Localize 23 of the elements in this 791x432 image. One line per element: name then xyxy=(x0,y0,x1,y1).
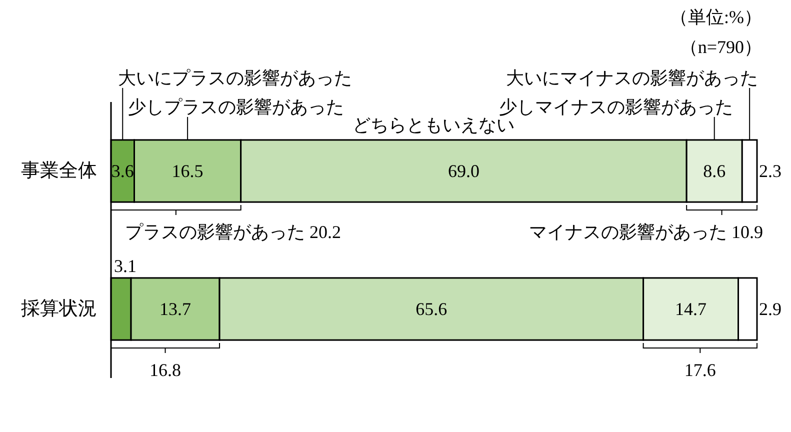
annotation: 17.6 xyxy=(684,360,716,380)
data-label: 2.3 xyxy=(759,161,782,181)
data-label: 65.6 xyxy=(416,299,448,319)
series-label: 少しマイナスの影響があった xyxy=(499,96,733,117)
data-label: 14.7 xyxy=(675,299,707,319)
data-label: 2.9 xyxy=(759,299,782,319)
text: 大いにプラスの影響があった xyxy=(118,68,352,88)
annotation: マイナスの影響があった 10.9 xyxy=(529,222,763,242)
text: 大いにマイナスの影響があった xyxy=(506,68,758,88)
data-label: 3.6 xyxy=(111,161,134,181)
y-tick-label: 採算状況 xyxy=(21,298,97,320)
annotation: プラスの影響があった 20.2 xyxy=(125,222,341,242)
data-label: 8.6 xyxy=(703,161,726,181)
series-label: どちらともいえない xyxy=(352,114,515,135)
series-label: 少しプラスの影響があった xyxy=(128,96,344,117)
annotation: 16.8 xyxy=(150,360,182,380)
data-label: 16.5 xyxy=(172,161,204,181)
text: （単位:%） xyxy=(670,7,762,27)
y-tick-label: 事業全体 xyxy=(21,160,97,182)
data-label: 13.7 xyxy=(160,299,192,319)
text: （n=790） xyxy=(680,37,762,57)
data-label: 3.1 xyxy=(114,256,136,276)
data-label: 69.0 xyxy=(448,161,480,181)
